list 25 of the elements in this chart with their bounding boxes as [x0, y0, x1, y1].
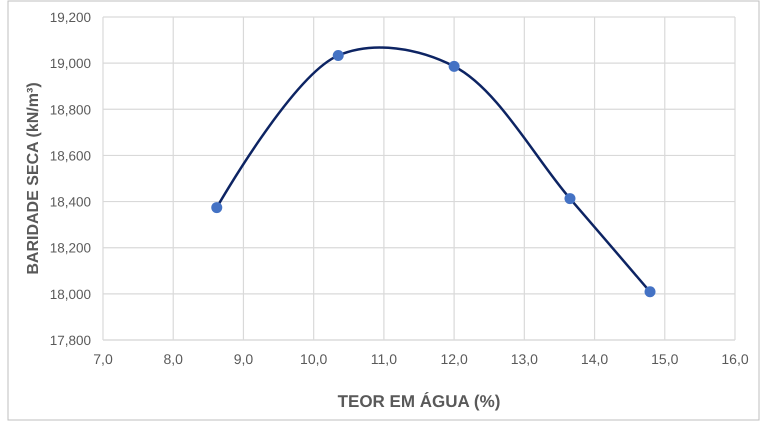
y-tick-label: 18,000 [50, 286, 91, 302]
x-tick-label: 7,0 [93, 351, 113, 367]
x-tick-label: 12,0 [440, 351, 468, 367]
y-tick-label: 19,200 [50, 10, 91, 25]
x-tick-label: 13,0 [510, 351, 538, 367]
y-tick-label: 19,000 [50, 56, 91, 72]
x-tick-label: 14,0 [580, 351, 608, 367]
y-tick-label: 18,600 [50, 148, 91, 164]
y-tick-label: 18,800 [50, 102, 91, 118]
point [332, 50, 344, 62]
point [448, 60, 460, 72]
point [564, 193, 576, 204]
x-tick-label: 11,0 [370, 351, 398, 367]
x-tick-label: 16,0 [721, 351, 749, 367]
point [644, 286, 656, 298]
point [211, 202, 222, 214]
y-tick-label: 18,200 [50, 240, 91, 256]
x-tick-label: 15,0 [651, 351, 679, 367]
y-axis-title: BARIDADE SECA (kN/m³) [25, 82, 42, 275]
x-tick-label: 10,0 [300, 351, 328, 367]
x-tick-label: 9,0 [234, 351, 254, 367]
y-tick-label: 18,400 [50, 194, 91, 210]
y-tick-label: 17,800 [50, 333, 91, 348]
x-tick-label: 8,0 [163, 351, 184, 367]
x-axis-title: TEOR EM ÁGUA (%) [338, 391, 500, 411]
